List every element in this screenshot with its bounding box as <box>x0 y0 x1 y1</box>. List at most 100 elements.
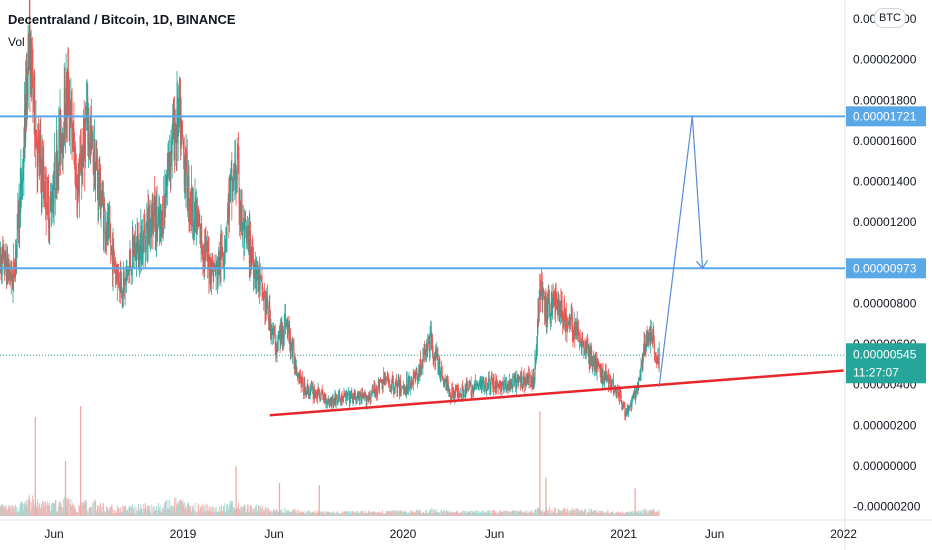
volume-bar <box>456 511 458 516</box>
candle-body <box>365 394 367 405</box>
candle-body <box>266 296 268 310</box>
volume-bar <box>144 508 145 516</box>
volume-bar <box>628 511 630 516</box>
candle-body <box>388 382 390 384</box>
candle-body <box>470 382 472 384</box>
candle-body <box>268 305 270 323</box>
candle-body <box>263 293 265 300</box>
volume-bar <box>619 512 621 516</box>
candle-body <box>517 374 519 379</box>
candle-body <box>492 380 494 390</box>
candle-body <box>227 208 229 222</box>
volume-bar <box>245 512 247 516</box>
candle-body <box>524 379 526 386</box>
candle-body <box>647 335 649 341</box>
candle-body <box>334 393 336 403</box>
volume-bar <box>194 513 195 516</box>
volume-bar <box>571 507 573 516</box>
candle-body <box>606 375 608 377</box>
volume-bar <box>571 511 573 516</box>
candle-body <box>534 358 536 380</box>
candle-body <box>89 144 91 149</box>
volume-bar <box>376 512 378 516</box>
candle-body <box>149 219 151 233</box>
candle-body <box>500 389 502 391</box>
candle-body <box>405 392 406 394</box>
volume-bar <box>615 511 617 516</box>
candle-body <box>68 72 69 105</box>
volume-bar <box>111 504 113 516</box>
volume-bar <box>338 512 340 516</box>
volume-bar <box>167 499 169 516</box>
candle-body <box>261 276 263 290</box>
candle-body <box>157 217 159 225</box>
volume-spike <box>278 483 281 516</box>
volume-bar <box>559 510 561 516</box>
candle-body <box>635 392 637 401</box>
volume-bar <box>642 509 644 516</box>
candle-body <box>477 384 479 388</box>
volume-bar <box>416 510 418 516</box>
volume-bar <box>282 512 283 516</box>
candle-body <box>98 173 100 200</box>
candle-body <box>497 383 499 386</box>
volume-bar <box>565 512 567 516</box>
candle-body <box>372 387 374 392</box>
candle-body <box>159 211 160 229</box>
volume-bar <box>643 513 644 516</box>
volume-bar <box>351 510 353 516</box>
candle-body <box>307 384 309 394</box>
candle-body <box>531 375 533 385</box>
volume-bar <box>229 500 231 516</box>
candle-body <box>550 313 552 321</box>
volume-bar <box>307 513 309 516</box>
projection-arrow <box>658 116 704 387</box>
candle-body <box>626 410 628 415</box>
volume-bar <box>56 511 57 516</box>
candle-body <box>386 379 388 381</box>
candle-body <box>538 295 540 319</box>
candle-body <box>107 215 109 238</box>
volume-bar <box>169 500 171 516</box>
candle-body <box>523 375 525 380</box>
volume-bar <box>552 513 553 516</box>
volume-bar <box>517 510 519 516</box>
volume-bar <box>502 510 504 516</box>
volume-bar <box>130 513 132 516</box>
candle-body <box>502 382 504 387</box>
candle-body <box>569 317 571 319</box>
candle-body <box>104 207 106 211</box>
volume-bar <box>23 504 25 516</box>
currency-button[interactable]: BTC <box>874 8 906 28</box>
volume-bar <box>385 513 387 516</box>
candle-body <box>366 399 368 405</box>
candle-body <box>477 382 479 388</box>
volume-bar <box>586 513 588 516</box>
candle-body <box>40 142 42 168</box>
candle-body <box>260 276 262 278</box>
volume-bar <box>584 509 585 516</box>
volume-bar <box>511 513 512 516</box>
candle-body <box>593 360 595 368</box>
volume-bar <box>432 509 434 516</box>
volume-bar <box>49 513 51 516</box>
candle-body <box>275 350 277 353</box>
volume-bar <box>395 511 397 516</box>
volume-bar <box>115 512 117 516</box>
volume-bar <box>474 511 476 516</box>
volume-bar <box>29 499 31 516</box>
volume-bar <box>223 511 225 516</box>
candle-body <box>653 331 655 343</box>
volume-bar <box>171 511 173 516</box>
volume-bar <box>414 512 415 516</box>
volume-bar <box>263 511 265 516</box>
volume-bar <box>118 508 120 516</box>
candle-body <box>340 398 342 400</box>
volume-bar <box>347 510 349 516</box>
candle-body <box>576 321 578 328</box>
volume-bar <box>374 512 376 516</box>
volume-bar <box>480 511 482 516</box>
volume-bar <box>535 512 537 516</box>
volume-bar <box>38 505 40 516</box>
